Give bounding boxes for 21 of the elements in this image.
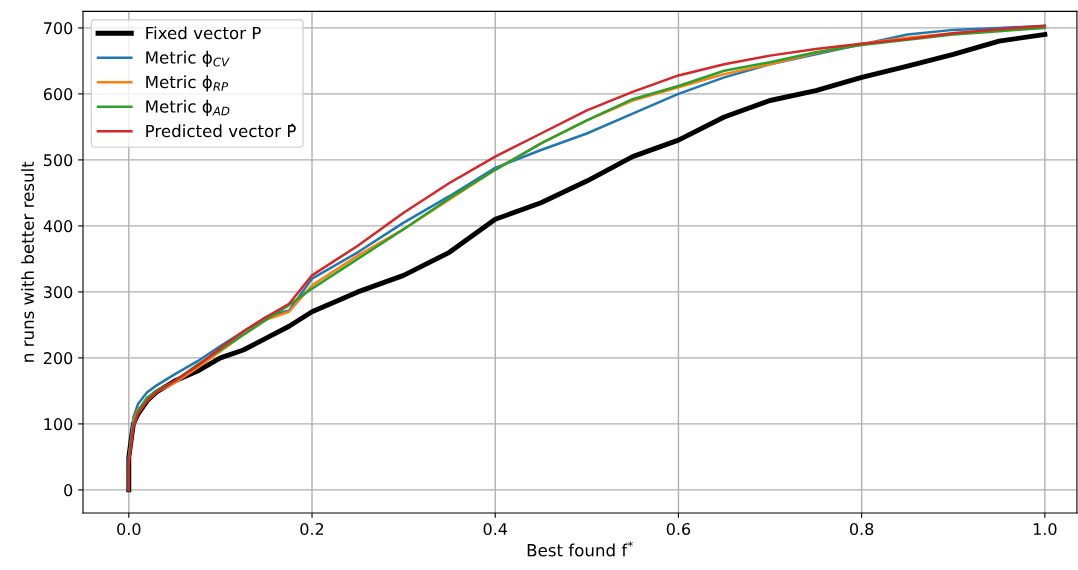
y-tick-label: 400 <box>43 220 73 233</box>
legend-label: Metric ϕ$_{RP}$ <box>146 75 229 92</box>
legend-label: Metric ϕ$_{CV}$ <box>146 50 230 67</box>
legend-label: Metric ϕ$_{AD}$ <box>146 99 230 116</box>
legend-label: Predicted vector P̂ <box>146 123 296 138</box>
x-tick-label: 0.8 <box>850 523 874 536</box>
y-tick-label: 300 <box>44 286 73 299</box>
y-tick-label: 600 <box>43 88 73 101</box>
y-tick-label: 700 <box>44 22 73 35</box>
y-tick-label: 500 <box>44 154 73 167</box>
x-tick-label: 0.0 <box>117 523 141 536</box>
y-axis-title: n runs with better result <box>21 161 35 362</box>
x-tick-label: 0.2 <box>300 523 324 536</box>
x-axis-title: Best found f$^{*}$ <box>527 541 633 557</box>
x-tick-label: 1.0 <box>1033 523 1057 536</box>
legend-label: Fixed vector P <box>146 26 261 40</box>
x-tick-label: 0.6 <box>666 523 691 536</box>
y-tick-label: 0 <box>64 484 73 497</box>
y-tick-label: 200 <box>43 352 73 365</box>
y-tick-label: 100 <box>44 418 73 431</box>
x-tick-label: 0.4 <box>483 523 508 536</box>
